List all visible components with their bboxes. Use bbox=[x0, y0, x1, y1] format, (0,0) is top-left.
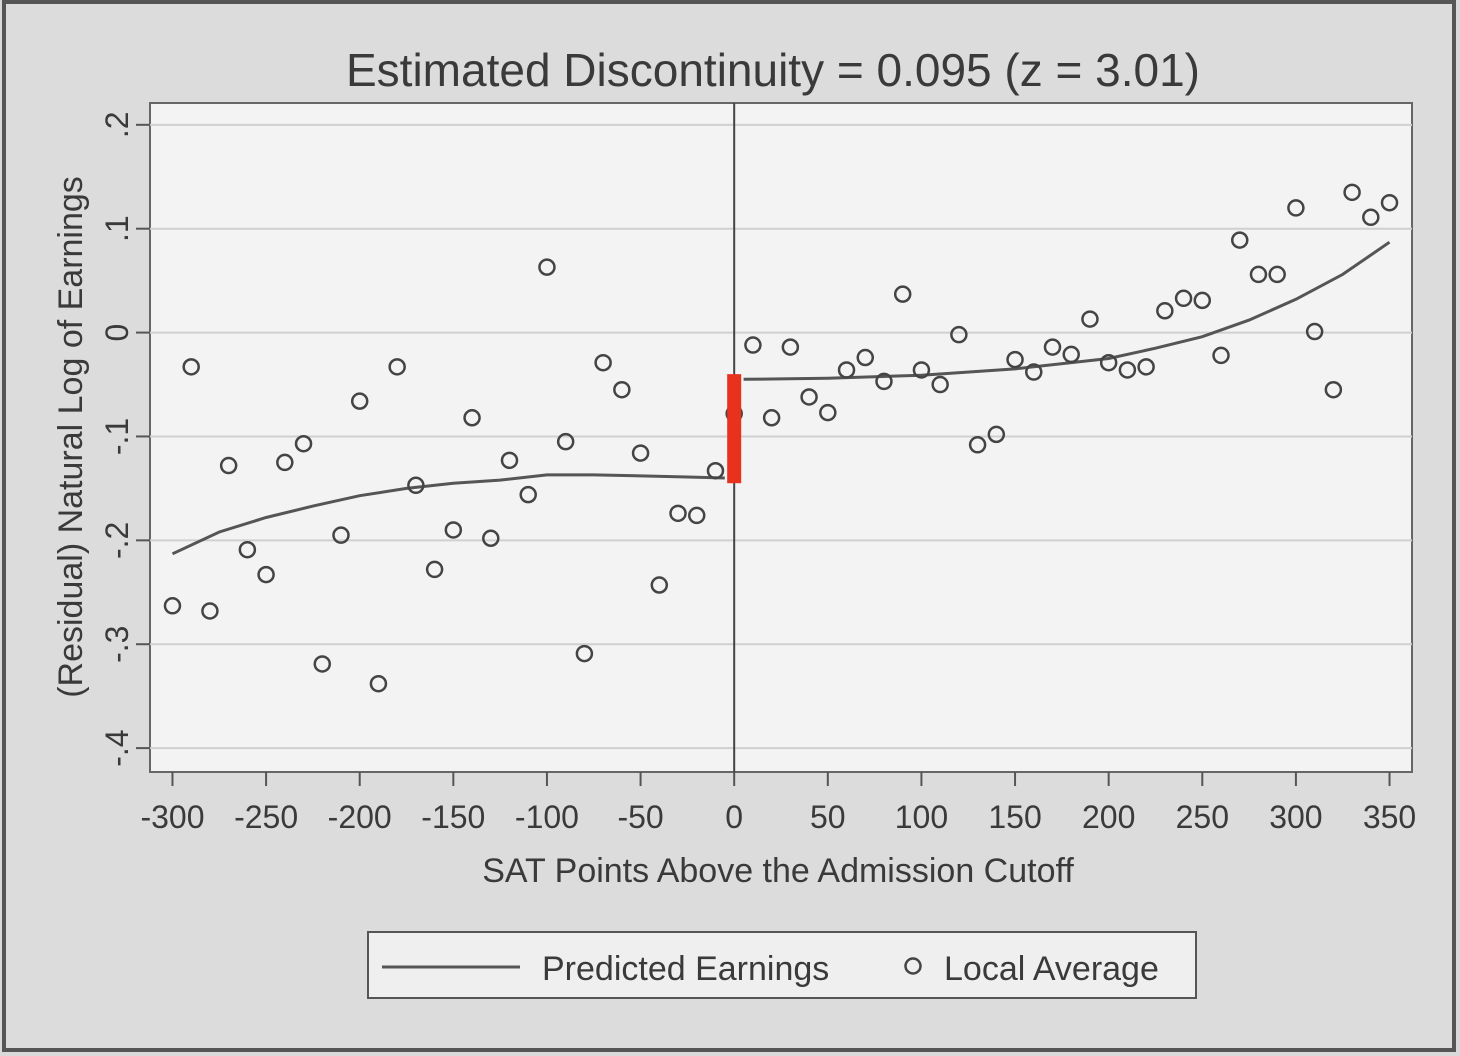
local-average-point bbox=[369, 674, 388, 693]
local-average-point bbox=[163, 597, 182, 615]
local-average-point bbox=[912, 361, 931, 379]
local-average-point bbox=[444, 521, 463, 539]
local-average-point bbox=[762, 409, 781, 427]
local-average-point bbox=[687, 506, 706, 525]
local-average-point bbox=[1324, 380, 1343, 399]
local-average-point bbox=[968, 436, 987, 454]
y-tick-label: .2 bbox=[99, 111, 135, 138]
y-axis-label: (Residual) Natural Log of Earnings bbox=[52, 176, 90, 698]
local-average-point bbox=[1343, 183, 1361, 202]
legend: Predicted Earnings Local Average bbox=[367, 931, 1197, 999]
local-average-point bbox=[350, 392, 369, 410]
local-average-point bbox=[837, 361, 856, 379]
x-tick-label: 150 bbox=[988, 799, 1041, 835]
x-tick-label: 200 bbox=[1082, 799, 1135, 835]
legend-label-local-average: Local Average bbox=[944, 950, 1159, 988]
x-tick-label: -100 bbox=[515, 799, 579, 835]
local-average-point bbox=[893, 285, 912, 303]
local-average-point bbox=[425, 560, 444, 579]
local-average-point bbox=[463, 409, 481, 427]
local-average-point bbox=[1006, 350, 1024, 369]
local-average-point bbox=[800, 388, 818, 406]
chart-title: Estimated Discontinuity = 0.095 (z = 3.0… bbox=[346, 44, 1200, 96]
local-average-point bbox=[950, 325, 968, 344]
local-average-point bbox=[631, 444, 650, 462]
local-average-point bbox=[1174, 289, 1193, 308]
local-average-point bbox=[1212, 346, 1230, 365]
local-average-point bbox=[1193, 291, 1212, 310]
local-average-point bbox=[1137, 358, 1155, 376]
local-average-point bbox=[388, 358, 406, 376]
local-average-point bbox=[1043, 338, 1062, 356]
local-average-point bbox=[500, 451, 519, 470]
local-average-point bbox=[669, 504, 687, 523]
local-average-point bbox=[594, 353, 612, 372]
local-average-point bbox=[294, 434, 313, 453]
x-tick-label: -150 bbox=[421, 799, 485, 835]
local-average-point bbox=[856, 348, 875, 367]
local-average-point bbox=[482, 529, 500, 548]
y-tick-label: -.3 bbox=[99, 626, 135, 663]
local-average-point bbox=[556, 432, 575, 451]
local-average-point bbox=[875, 372, 893, 391]
x-tick-label: 350 bbox=[1363, 799, 1416, 835]
legend-box bbox=[367, 931, 1197, 999]
local-average-point bbox=[1380, 193, 1399, 212]
local-average-point bbox=[238, 540, 257, 559]
local-average-point bbox=[1156, 302, 1174, 320]
local-average-point bbox=[987, 425, 1006, 444]
x-axis-label: SAT Points Above the Admission Cutoff bbox=[482, 852, 1074, 890]
y-tick-label: 0 bbox=[99, 324, 135, 342]
plot-area bbox=[149, 102, 1413, 773]
local-average-point bbox=[257, 565, 275, 584]
local-average-point bbox=[276, 453, 294, 472]
local-average-point bbox=[1118, 361, 1137, 379]
local-average-point bbox=[519, 485, 537, 504]
local-average-point bbox=[613, 380, 631, 399]
x-tick-label: -50 bbox=[617, 799, 663, 835]
local-average-point bbox=[1062, 345, 1080, 364]
x-tick-label: 300 bbox=[1269, 799, 1322, 835]
x-tick-label: 250 bbox=[1176, 799, 1229, 835]
local-average-point bbox=[575, 644, 594, 663]
local-average-point bbox=[538, 258, 556, 276]
local-average-point bbox=[332, 526, 350, 544]
x-tick-label: 50 bbox=[810, 799, 846, 835]
y-tick-label: -.2 bbox=[99, 522, 135, 559]
local-average-point bbox=[1268, 265, 1286, 284]
local-average-point bbox=[219, 456, 238, 475]
x-tick-label: -200 bbox=[328, 799, 392, 835]
legend-label-predicted: Predicted Earnings bbox=[542, 950, 829, 988]
local-average-point bbox=[313, 655, 332, 673]
y-tick-label: -.1 bbox=[99, 418, 135, 455]
x-tick-label: -300 bbox=[140, 799, 204, 835]
discontinuity-marker bbox=[727, 374, 742, 484]
local-average-point bbox=[1099, 353, 1118, 372]
predicted-earnings-line bbox=[171, 473, 725, 556]
local-average-point bbox=[1025, 363, 1043, 381]
local-average-point bbox=[931, 375, 949, 394]
local-average-point bbox=[1362, 208, 1380, 227]
local-average-point bbox=[407, 476, 425, 495]
x-tick-label: -250 bbox=[234, 799, 298, 835]
legend-circle-swatch bbox=[904, 957, 922, 975]
local-average-point bbox=[1287, 199, 1305, 217]
local-average-point bbox=[1230, 231, 1249, 249]
x-tick-label: 0 bbox=[725, 799, 743, 835]
local-average-point bbox=[182, 358, 200, 376]
local-average-point bbox=[1305, 322, 1324, 341]
local-average-point bbox=[650, 576, 669, 594]
local-average-point bbox=[781, 338, 800, 356]
local-average-point bbox=[744, 336, 762, 354]
local-average-point bbox=[819, 403, 837, 422]
y-tick-label: -.4 bbox=[99, 729, 135, 766]
local-average-point bbox=[201, 602, 219, 620]
local-average-point bbox=[1249, 265, 1268, 284]
local-average-point bbox=[1081, 310, 1099, 328]
y-tick-label: .1 bbox=[99, 215, 135, 242]
x-tick-label: 100 bbox=[895, 799, 948, 835]
local-average-point bbox=[706, 461, 725, 480]
